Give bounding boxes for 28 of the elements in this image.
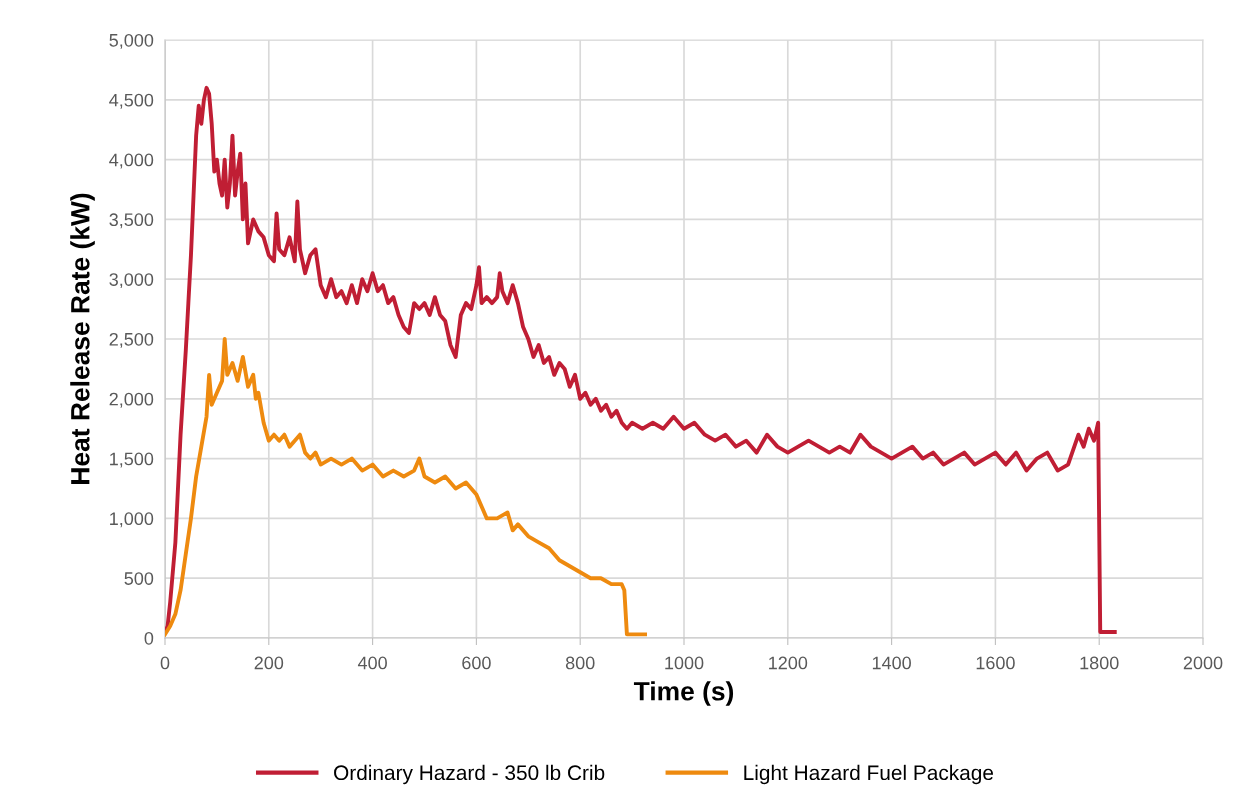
y-axis-title: Heat Release Rate (kW): [70, 193, 95, 484]
x-axis-title: Time (s): [633, 681, 734, 706]
y-tick-label: 1,000: [110, 512, 154, 528]
x-tick-label: 1200: [769, 656, 808, 670]
legend-label: Ordinary Hazard - 350 lb Crib: [334, 764, 605, 785]
y-tick-label: 5,000: [109, 33, 154, 49]
x-tick-label: 1000: [665, 656, 704, 670]
x-tick-label: 2000: [1183, 656, 1223, 670]
y-tick-label: 4,000: [109, 153, 154, 169]
y-tick-label: 1,500: [110, 452, 154, 468]
x-tick-label: 1600: [976, 656, 1015, 670]
x-tick-label: 600: [462, 656, 491, 670]
x-tick-label: 800: [565, 656, 595, 670]
x-tick-label: 0: [160, 656, 170, 670]
legend-label: Light Hazard Fuel Package: [744, 764, 994, 785]
y-tick-label: 0: [144, 631, 154, 645]
y-tick-label: 3,500: [109, 213, 154, 229]
x-tick-label: 400: [357, 656, 387, 670]
x-tick-label: 1800: [1080, 656, 1119, 670]
y-tick-label: 2,500: [109, 332, 154, 348]
y-tick-label: 500: [124, 572, 154, 585]
y-tick-label: 3,000: [109, 273, 154, 289]
x-tick-label: 200: [254, 656, 284, 670]
line-series: [165, 337, 648, 637]
y-tick-label: 4,500: [109, 93, 154, 109]
line-series: [165, 85, 1117, 634]
y-tick-label: 2,000: [109, 392, 154, 408]
x-tick-label: 1400: [872, 656, 911, 670]
